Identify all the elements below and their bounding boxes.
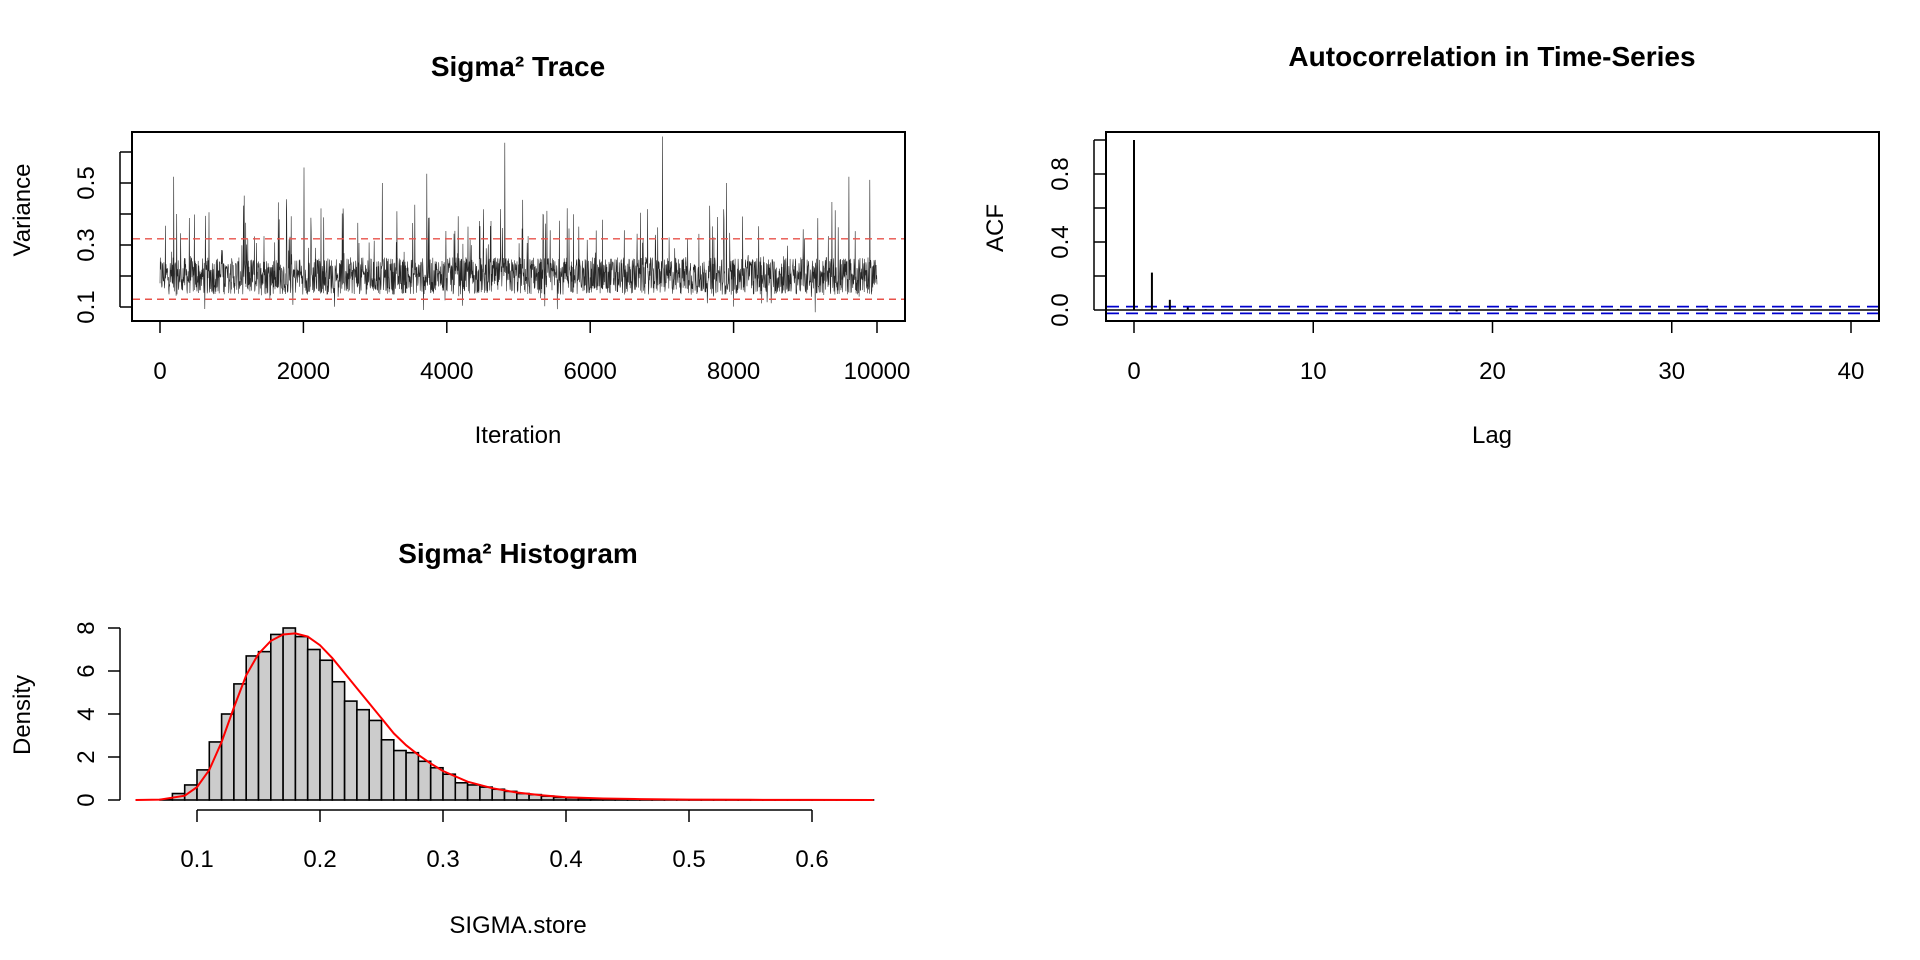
acf-ytick-label: 0.4 xyxy=(1047,225,1074,258)
histogram-bar xyxy=(454,781,469,801)
trace-xtick-label: 2000 xyxy=(277,358,330,385)
histogram-marks: 0.1 0.2 0.3 0.4 0.5 0.6 0 2 4 6 8 xyxy=(73,621,875,873)
histogram-bar xyxy=(208,741,223,801)
histogram-bar xyxy=(257,650,272,801)
histogram-bar xyxy=(429,766,444,801)
histogram-ytick-label: 8 xyxy=(73,621,100,634)
acf-xtick-label: 10 xyxy=(1300,358,1327,385)
histogram-bar xyxy=(245,655,260,801)
histogram-ytick-label: 0 xyxy=(73,793,100,806)
trace-plot: Sigma² Trace Iteration Variance 0 2000 400… xyxy=(9,51,910,449)
trace-xtick-label: 0 xyxy=(153,358,166,385)
trace-marks: 0 2000 4000 6000 8000 10000 0.1 0.3 0.5 xyxy=(73,136,911,385)
histogram-bar xyxy=(306,648,321,801)
trace-ytick-label: 0.3 xyxy=(73,228,100,261)
histogram-bar xyxy=(466,784,481,801)
histogram-xtick-label: 0.1 xyxy=(180,846,213,873)
trace-ytick-label: 0.1 xyxy=(73,290,100,323)
histogram-xtick-label: 0.3 xyxy=(426,846,459,873)
trace-xtick-label: 6000 xyxy=(564,358,617,385)
histogram-ytick-label: 4 xyxy=(73,707,100,720)
histogram-bar xyxy=(479,786,493,801)
trace-series-line xyxy=(159,136,878,313)
histogram-bar xyxy=(331,680,346,801)
histogram-xtick-label: 0.4 xyxy=(549,846,582,873)
acf-xtick-label: 0 xyxy=(1127,358,1140,385)
histogram-bar xyxy=(417,760,432,801)
acf-xtick-label: 40 xyxy=(1838,358,1865,385)
acf-ylabel: ACF xyxy=(982,204,1009,252)
trace-ylabel: Variance xyxy=(9,164,36,257)
trace-ytick-label: 0.5 xyxy=(73,166,100,199)
trace-xtick-label: 10000 xyxy=(844,358,911,385)
histogram-ytick-label: 6 xyxy=(73,664,100,677)
histogram-ytick-label: 2 xyxy=(73,750,100,763)
acf-frame xyxy=(1105,131,1880,322)
acf-marks: 0 10 20 30 40 0.0 0.4 0.8 xyxy=(1047,139,1878,385)
acf-ytick-label: 0.8 xyxy=(1047,157,1074,190)
histogram-bar xyxy=(405,751,420,801)
histogram-bar xyxy=(319,659,334,801)
histogram-bar xyxy=(356,708,370,801)
trace-xtick-label: 4000 xyxy=(420,358,473,385)
acf-xlabel: Lag xyxy=(1472,422,1512,449)
histogram-xlabel: SIGMA.store xyxy=(449,912,586,939)
trace-frame xyxy=(131,131,906,322)
histogram-bar xyxy=(442,773,457,801)
histogram-bar xyxy=(368,719,383,801)
trace-xtick-label: 8000 xyxy=(707,358,760,385)
histogram-ylabel: Density xyxy=(9,675,36,755)
histogram-plot: Sigma² Histogram SIGMA.store Density 0.1… xyxy=(9,538,875,939)
histogram-xtick-label: 0.6 xyxy=(795,846,828,873)
acf-title: Autocorrelation in Time-Series xyxy=(1288,41,1695,72)
acf-ytick-label: 0.0 xyxy=(1047,293,1074,326)
acf-plot: Autocorrelation in Time-Series Lag ACF 0… xyxy=(982,41,1880,449)
histogram-bar xyxy=(392,749,407,801)
histogram-title: Sigma² Histogram xyxy=(398,538,638,569)
histogram-xtick-label: 0.2 xyxy=(303,846,336,873)
trace-xlabel: Iteration xyxy=(475,422,562,449)
histogram-bar xyxy=(380,738,395,801)
histogram-xtick-label: 0.5 xyxy=(672,846,705,873)
histogram-bar xyxy=(269,633,284,801)
acf-xtick-label: 20 xyxy=(1479,358,1506,385)
acf-xtick-label: 30 xyxy=(1658,358,1685,385)
trace-title: Sigma² Trace xyxy=(431,51,605,82)
histogram-bar xyxy=(282,627,297,801)
histogram-density-curve xyxy=(135,632,874,801)
histogram-bar xyxy=(294,635,309,801)
histogram-bar xyxy=(343,700,358,801)
